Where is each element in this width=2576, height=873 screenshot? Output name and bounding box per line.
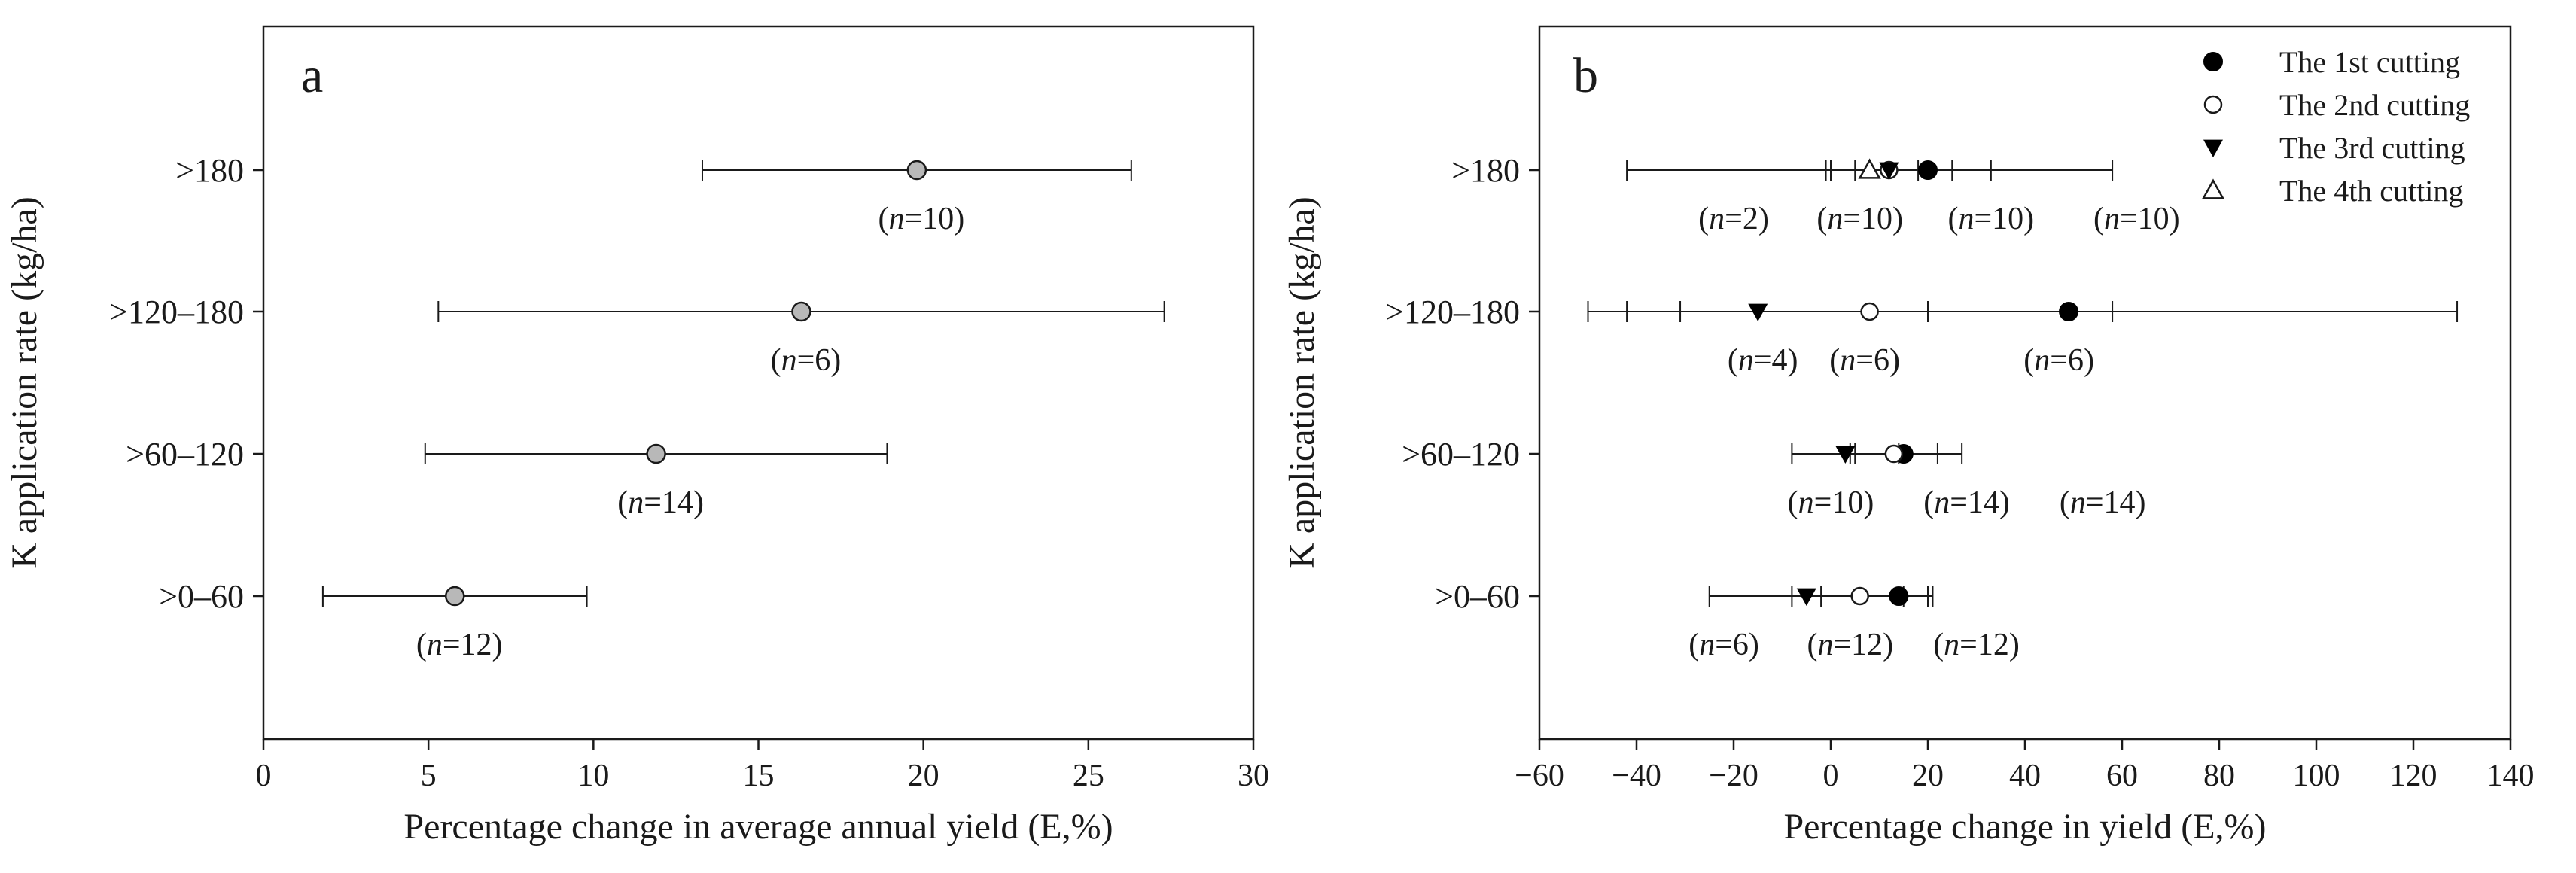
- data-point: [2201, 178, 2225, 199]
- sample-size-label: (n=10): [2093, 202, 2180, 236]
- data-point: [1879, 162, 1899, 180]
- x-tick-label: −60: [1515, 759, 1564, 793]
- data-point: [906, 160, 927, 181]
- data-point: [1748, 303, 1768, 321]
- sample-size-label: (n=10): [878, 202, 965, 236]
- sample-size-label: (n=14): [2060, 485, 2146, 520]
- sample-size-label: (n=10): [1788, 485, 1874, 520]
- y-category-label: >60–120: [126, 436, 244, 473]
- sample-size-label: (n=14): [617, 485, 704, 520]
- legend-item: The 4th cutting: [2201, 174, 2463, 208]
- x-tick-label: 10: [577, 759, 609, 793]
- legend-label: The 1st cutting: [2279, 45, 2460, 79]
- x-tick-label: −20: [1709, 759, 1758, 793]
- data-point: [1796, 588, 1816, 606]
- data-point: [2059, 302, 2079, 321]
- x-tick-label: 5: [421, 759, 437, 793]
- y-category-label: >120–180: [1385, 294, 1520, 330]
- x-tick-label: −40: [1612, 759, 1661, 793]
- data-point: [1850, 586, 1869, 606]
- x-tick-label: 20: [1912, 759, 1944, 793]
- y-category-label: >180: [175, 152, 244, 189]
- sample-size-label: (n=12): [416, 628, 503, 662]
- data-point: [1889, 586, 1909, 606]
- data-point: [646, 443, 666, 464]
- panel-letter: a: [301, 48, 323, 103]
- legend: The 1st cutting The 2nd cutting The 3rd cu…: [2201, 45, 2470, 208]
- sample-size-label: (n=14): [1923, 485, 2010, 520]
- x-axis-title: Percentage change in average annual yiel…: [403, 807, 1113, 847]
- data-point: [1918, 160, 1938, 180]
- sample-size-label: (n=10): [1816, 202, 1903, 236]
- x-tick-label: 15: [743, 759, 775, 793]
- x-axis-title: Percentage change in yield (E,%): [1783, 807, 2266, 847]
- y-category-label: >180: [1451, 152, 1520, 189]
- x-tick-label: 80: [2203, 759, 2235, 793]
- x-tick-label: 40: [2009, 759, 2041, 793]
- legend-item: The 1st cutting: [2203, 45, 2460, 79]
- sample-size-label: (n=6): [2023, 343, 2094, 378]
- x-tick-label: 140: [2487, 759, 2535, 793]
- sample-size-label: (n=12): [1933, 628, 2020, 662]
- legend-label: The 3rd cutting: [2279, 131, 2465, 165]
- sample-size-label: (n=6): [1688, 628, 1759, 662]
- legend-item: The 3rd cutting: [2203, 131, 2465, 165]
- sample-size-label: (n=10): [1948, 202, 2035, 236]
- x-tick-label: 0: [256, 759, 272, 793]
- y-axis-title: K application rate (kg/ha): [5, 196, 44, 568]
- sample-size-label: (n=2): [1698, 202, 1769, 236]
- data-point: [791, 301, 811, 322]
- plot-frame: [262, 25, 1255, 741]
- legend-label: The 4th cutting: [2279, 174, 2463, 208]
- sample-size-label: (n=6): [1829, 343, 1900, 378]
- data-point: [1860, 302, 1879, 321]
- data-point: [2203, 139, 2223, 157]
- y-category-label: >0–60: [159, 578, 244, 615]
- data-point: [1884, 444, 1904, 464]
- y-category-label: >120–180: [109, 294, 244, 330]
- sample-size-label: (n=6): [771, 343, 842, 378]
- sample-size-label: (n=4): [1728, 343, 1798, 378]
- y-axis-title: K application rate (kg/ha): [1282, 196, 1322, 568]
- panel-a: a 0 5 10 15 20 25 30 >180 >120–180 >60–120 >0–60 Per…: [5, 25, 1269, 847]
- legend-item: The 2nd cutting: [2203, 88, 2470, 122]
- x-tick-label: 20: [908, 759, 939, 793]
- data-point: [1835, 446, 1856, 464]
- data-point: [444, 586, 465, 607]
- y-category-label: >60–120: [1402, 436, 1520, 473]
- x-tick-label: 0: [1823, 759, 1839, 793]
- panel-b: b −60 −40 −20 0 20 40 60 80 100 120 140 >180 >120–180…: [1282, 25, 2535, 847]
- data-point: [2203, 52, 2223, 71]
- data-point: [1858, 158, 1881, 179]
- panel-letter: b: [1573, 48, 1598, 103]
- data-point: [2203, 95, 2223, 114]
- sample-size-label: (n=12): [1807, 628, 1893, 662]
- x-tick-label: 25: [1073, 759, 1104, 793]
- legend-label: The 2nd cutting: [2279, 88, 2470, 122]
- x-tick-label: 120: [2390, 759, 2437, 793]
- x-tick-label: 60: [2106, 759, 2138, 793]
- x-tick-label: 100: [2293, 759, 2340, 793]
- y-category-label: >0–60: [1435, 578, 1520, 615]
- x-tick-label: 30: [1238, 759, 1269, 793]
